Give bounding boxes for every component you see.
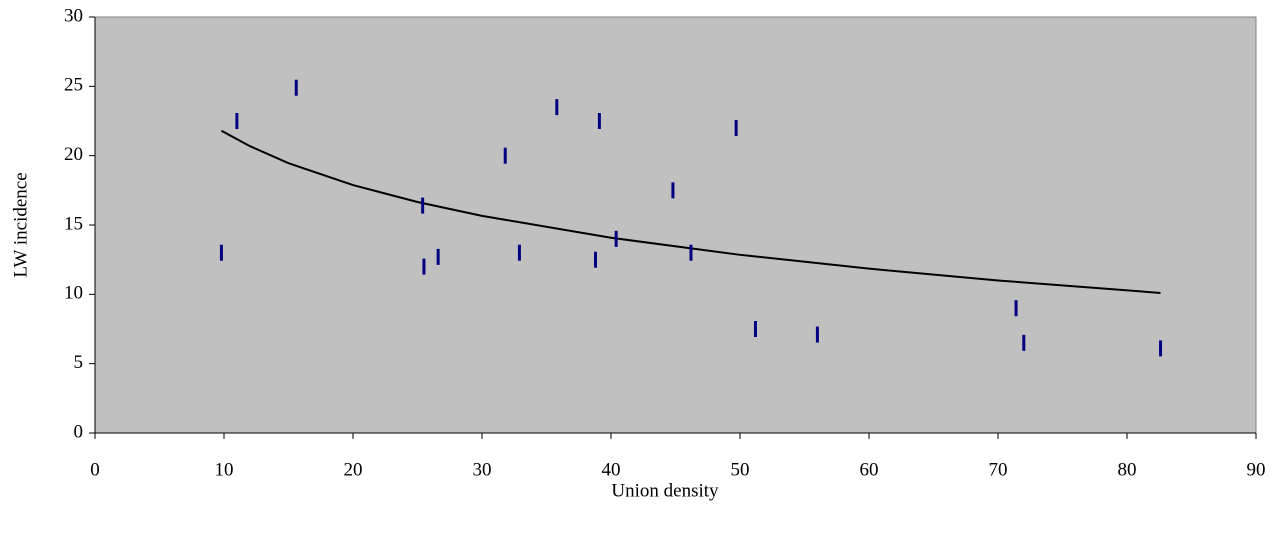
- x-tick-label: 30: [473, 459, 492, 480]
- y-tick-label: 30: [64, 5, 83, 26]
- x-tick-label: 90: [1247, 459, 1266, 480]
- x-tick-label: 0: [90, 459, 100, 480]
- x-tick-label: 70: [989, 459, 1008, 480]
- y-axis-label: LW incidence: [10, 172, 31, 277]
- x-tick-label: 60: [860, 459, 879, 480]
- x-tick-label: 40: [602, 459, 621, 480]
- x-tick-label: 80: [1118, 459, 1137, 480]
- y-tick-label: 15: [64, 213, 83, 234]
- y-tick-label: 25: [64, 75, 83, 96]
- y-tick-label: 10: [64, 283, 83, 304]
- x-axis-label: Union density: [611, 480, 719, 501]
- x-tick-label: 20: [344, 459, 363, 480]
- trend-line: [220, 129, 1161, 294]
- x-tick-label: 50: [731, 459, 750, 480]
- plot-area: [94, 16, 1257, 434]
- y-tick-label: 20: [64, 144, 83, 165]
- y-tick-label: 5: [74, 352, 84, 373]
- x-tick-label: 10: [215, 459, 234, 480]
- y-tick-label: 0: [74, 421, 84, 442]
